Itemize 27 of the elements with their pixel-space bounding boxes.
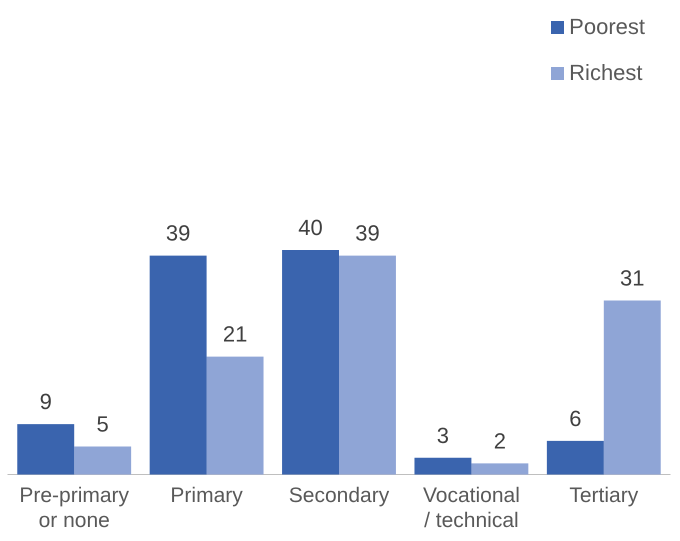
legend-label: Poorest xyxy=(569,14,645,40)
bar xyxy=(206,356,264,475)
bar xyxy=(17,424,74,475)
x-tick-label: Secondary xyxy=(288,484,390,507)
data-label: 9 xyxy=(40,389,52,414)
bar xyxy=(150,256,207,475)
data-label: 39 xyxy=(166,220,190,246)
bar xyxy=(339,256,396,475)
x-tick-label: Pre-primary or none xyxy=(19,484,130,532)
data-label: 21 xyxy=(222,322,248,347)
data-label: 39 xyxy=(355,220,380,246)
data-label: 6 xyxy=(569,406,582,431)
data-label: 5 xyxy=(96,412,109,437)
data-label: 3 xyxy=(436,422,450,448)
bar xyxy=(471,463,528,475)
bar xyxy=(604,300,661,475)
bar xyxy=(546,440,604,475)
data-label: 2 xyxy=(494,428,506,454)
data-label: 40 xyxy=(298,215,323,240)
x-tick-label: Tertiary xyxy=(569,484,639,507)
bar xyxy=(282,250,339,475)
bar xyxy=(414,458,472,475)
bar xyxy=(74,446,132,475)
legend-label: Richest xyxy=(569,60,643,86)
x-tick-label: Vocational / technical xyxy=(422,484,520,532)
data-label: 31 xyxy=(620,266,645,291)
x-tick-label: Primary xyxy=(170,484,244,507)
